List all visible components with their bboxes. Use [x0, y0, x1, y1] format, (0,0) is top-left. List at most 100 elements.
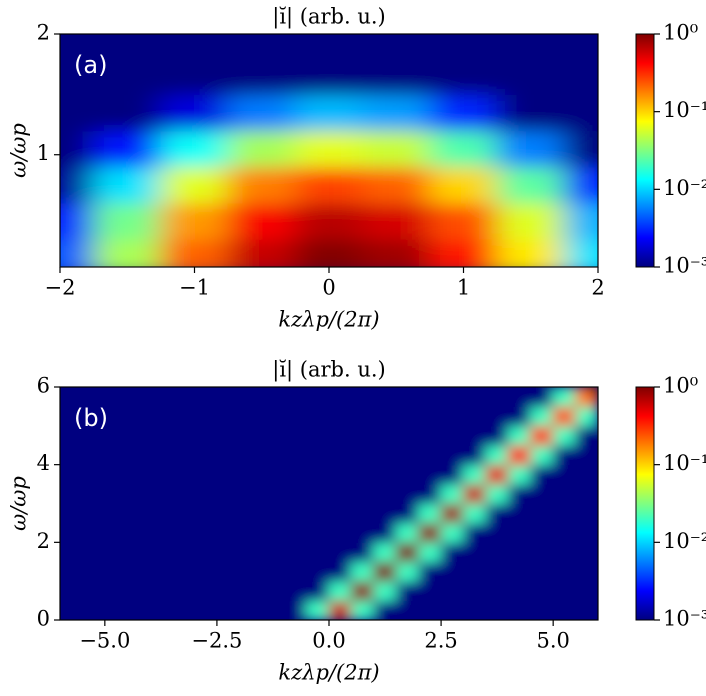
heatmap-cell [126, 405, 151, 427]
heatmap-cell [507, 464, 532, 485]
heatmap-cell [216, 425, 240, 446]
heatmap-cell [575, 503, 598, 524]
heatmap-cell [60, 541, 83, 563]
heatmap-cell [238, 387, 263, 407]
heatmap-cell [463, 580, 487, 602]
heatmap-cell [463, 503, 487, 524]
heatmap-cell [362, 34, 431, 59]
heatmap-cell [530, 405, 554, 427]
heatmap-cell [238, 405, 263, 427]
x-tick-label: 5.0 [536, 629, 569, 653]
heatmap-cell [440, 425, 464, 446]
heatmap-cell [552, 405, 577, 427]
heatmap-cell [373, 405, 397, 427]
heatmap-cell [93, 166, 162, 204]
heatmap-cell [563, 93, 598, 132]
heatmap-cell [149, 464, 173, 485]
colorbar-tick-label: 10⁻³ [663, 254, 706, 278]
heatmap-cell [485, 580, 509, 602]
heatmap-cell [149, 522, 173, 543]
heatmap-cell [306, 425, 330, 446]
heatmap-cell [126, 600, 151, 620]
heatmap-cell [496, 93, 565, 132]
heatmap-cell [93, 130, 162, 168]
heatmap-cell [530, 425, 554, 446]
heatmap-cell [328, 387, 352, 407]
heatmap-cell [429, 202, 498, 240]
heatmap-cell [395, 561, 420, 582]
heatmap-cell [429, 166, 498, 204]
heatmap-cell [126, 387, 151, 407]
heatmap-cell [418, 522, 442, 543]
heatmap-cell [463, 387, 487, 407]
heatmap-cell [463, 561, 487, 582]
heatmap-cell [149, 580, 173, 602]
heatmap-cell [283, 561, 308, 582]
heatmap-cell [350, 580, 375, 602]
heatmap-cell [485, 387, 509, 407]
heatmap-cell [171, 405, 195, 427]
heatmap-cell [216, 522, 240, 543]
heatmap-cell [485, 561, 509, 582]
colorbar-tick-label: 10⁻² [663, 176, 706, 200]
heatmap-cell [60, 444, 83, 466]
heatmap-cell [81, 561, 106, 582]
heatmap-cell [261, 387, 285, 407]
heatmap-cell [294, 34, 364, 59]
heatmap-cell [60, 464, 83, 485]
heatmap-cell [306, 483, 330, 504]
x-axis-label: kzλp/(2π) [278, 308, 379, 332]
heatmap-cell [227, 57, 296, 95]
heatmap-cell [507, 503, 532, 524]
heatmap-cell [485, 522, 509, 543]
heatmap-cell [552, 464, 577, 485]
heatmap-cell [530, 541, 554, 563]
heatmap-cell [440, 483, 464, 504]
heatmap-cell [418, 503, 442, 524]
heatmap-cell [149, 425, 173, 446]
heatmap-cell [328, 561, 352, 582]
x-tick-label: −1 [179, 276, 210, 300]
heatmap-cell [328, 405, 352, 427]
heatmap-cell [104, 580, 128, 602]
heatmap-cell [261, 561, 285, 582]
heatmap-cell [171, 541, 195, 563]
heatmap-cell [104, 464, 128, 485]
heatmap-cell [429, 57, 498, 95]
heatmap-cell [81, 444, 106, 466]
x-tick-label: −5.0 [79, 629, 130, 653]
heatmap-cell [160, 130, 229, 168]
heatmap-cell [238, 541, 263, 563]
heatmap-cell [328, 541, 352, 563]
heatmap-cell [395, 464, 420, 485]
heatmap-cell [552, 483, 577, 504]
heatmap-cell [306, 561, 330, 582]
heatmap-cell [530, 464, 554, 485]
heatmap-cell [216, 580, 240, 602]
heatmap-cell [171, 387, 195, 407]
heatmap-cell [171, 444, 195, 466]
heatmap-cell [350, 483, 375, 504]
heatmap-cell [60, 238, 95, 267]
heatmap-cell [496, 57, 565, 95]
heatmap-cell [194, 600, 218, 620]
heatmap-cell [149, 483, 173, 504]
heatmap-cell [373, 464, 397, 485]
heatmap-cell [496, 34, 565, 59]
heatmap-cell [463, 483, 487, 504]
heatmap-cell [575, 483, 598, 504]
heatmap-cell [552, 387, 577, 407]
heatmap-cells [60, 387, 598, 620]
heatmap-cell [373, 522, 397, 543]
heatmap-cell [216, 541, 240, 563]
heatmap-cell [160, 93, 229, 132]
heatmap-cell [530, 522, 554, 543]
heatmap-cell [485, 444, 509, 466]
heatmap-cell [261, 464, 285, 485]
heatmap-cell [60, 130, 95, 168]
heatmap-cell [60, 93, 95, 132]
heatmap-cell [575, 600, 598, 620]
heatmap-cell [81, 425, 106, 446]
heatmap-cell [563, 130, 598, 168]
heatmap-cell [485, 541, 509, 563]
